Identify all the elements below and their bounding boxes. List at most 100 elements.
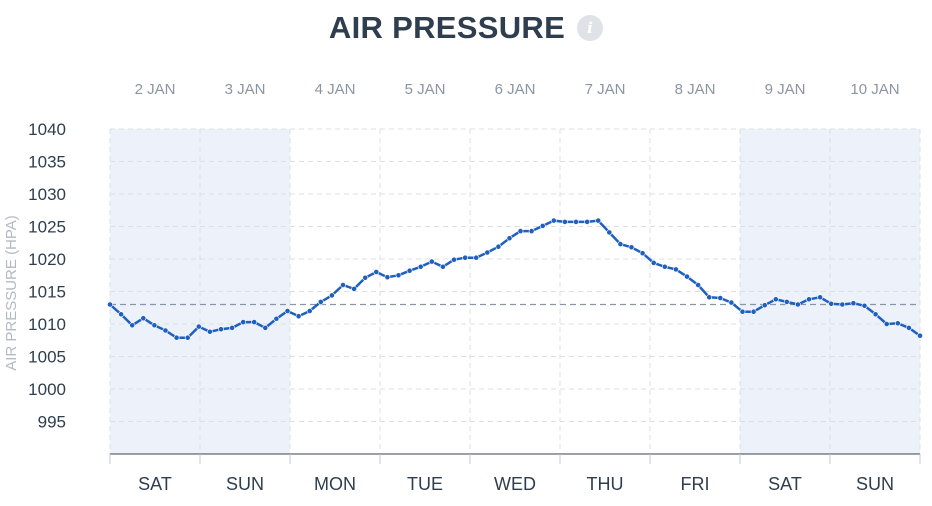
data-point <box>728 299 735 306</box>
data-point <box>717 295 724 301</box>
data-point <box>340 282 346 288</box>
y-tick-label: 1035 <box>28 153 66 172</box>
chart-title-text: AIR PRESSURE <box>328 9 566 45</box>
data-point <box>883 321 890 327</box>
data-point <box>362 274 369 281</box>
y-tick-label: 1005 <box>28 348 66 367</box>
date-label: 5 JAN <box>405 81 446 98</box>
day-label: SAT <box>138 474 172 494</box>
data-point <box>661 263 668 270</box>
data-point <box>894 320 901 327</box>
data-point <box>850 300 857 307</box>
data-point <box>306 308 313 314</box>
data-point <box>273 315 280 322</box>
data-point <box>861 302 868 309</box>
data-point <box>118 311 124 318</box>
data-point <box>317 298 324 305</box>
data-point <box>639 250 646 257</box>
data-point <box>428 258 435 265</box>
date-label: 8 JAN <box>675 81 716 98</box>
data-point <box>872 311 879 318</box>
data-point <box>684 273 690 280</box>
data-point <box>528 228 535 234</box>
data-point <box>129 322 136 329</box>
y-axis-label: AIR PRESSURE (HPA) <box>3 215 20 371</box>
day-label: THU <box>587 474 624 494</box>
data-point <box>107 301 113 308</box>
data-point <box>595 217 602 224</box>
chart-title: AIR PRESSURE i <box>0 8 932 46</box>
data-point <box>484 249 491 256</box>
data-point <box>817 294 823 301</box>
data-point <box>351 285 357 292</box>
data-point <box>750 308 757 315</box>
date-label: 2 JAN <box>135 81 176 98</box>
data-point <box>617 241 624 247</box>
data-point <box>706 294 713 301</box>
date-label: 10 JAN <box>850 81 899 98</box>
data-point <box>650 259 657 266</box>
day-label: WED <box>494 474 536 494</box>
day-label: SUN <box>856 474 894 494</box>
data-point <box>295 313 302 320</box>
data-point <box>473 254 480 261</box>
data-point <box>517 228 524 234</box>
data-point <box>140 315 147 322</box>
y-tick-label: 995 <box>38 413 66 432</box>
data-point <box>783 298 790 305</box>
day-label: FRI <box>681 474 710 494</box>
data-point <box>218 326 224 333</box>
data-point <box>328 292 335 299</box>
data-point <box>628 244 635 251</box>
data-point <box>573 218 579 225</box>
data-point <box>906 324 912 331</box>
data-point <box>184 334 191 341</box>
day-label: SUN <box>226 474 264 494</box>
day-label: MON <box>314 474 356 494</box>
data-point <box>373 269 380 275</box>
data-point <box>439 263 446 270</box>
data-point <box>562 218 568 225</box>
data-point <box>451 256 457 263</box>
data-point <box>195 323 202 330</box>
data-point <box>806 296 812 303</box>
data-point <box>539 222 546 229</box>
data-point <box>695 282 701 288</box>
data-point <box>384 274 391 281</box>
data-point <box>550 217 557 224</box>
y-tick-label: 1015 <box>28 283 66 302</box>
data-point <box>417 263 424 270</box>
date-label: 3 JAN <box>225 81 266 98</box>
data-point <box>739 308 746 315</box>
date-label: 4 JAN <box>315 81 356 98</box>
data-point <box>772 296 779 303</box>
data-point <box>495 243 502 250</box>
data-point <box>206 328 213 335</box>
data-point <box>462 254 468 261</box>
data-point <box>395 272 402 279</box>
data-point <box>162 327 169 334</box>
data-point <box>673 266 679 273</box>
data-point <box>262 324 269 331</box>
data-point <box>406 267 413 274</box>
data-point <box>151 322 158 329</box>
data-point <box>606 229 613 236</box>
data-point <box>839 301 846 308</box>
data-point <box>284 308 291 314</box>
y-tick-label: 1030 <box>28 185 66 204</box>
data-point <box>761 302 768 309</box>
y-tick-label: 1020 <box>28 250 66 269</box>
data-point <box>828 300 835 307</box>
data-point <box>229 324 235 331</box>
data-point <box>584 218 590 225</box>
data-point <box>506 235 513 242</box>
info-icon[interactable]: i <box>577 14 604 41</box>
y-tick-label: 1025 <box>28 218 66 237</box>
data-point <box>240 319 247 325</box>
y-tick-label: 1000 <box>28 380 66 399</box>
data-point <box>795 301 801 308</box>
date-label: 9 JAN <box>765 81 806 98</box>
data-point <box>917 332 923 339</box>
day-label: SAT <box>768 474 802 494</box>
